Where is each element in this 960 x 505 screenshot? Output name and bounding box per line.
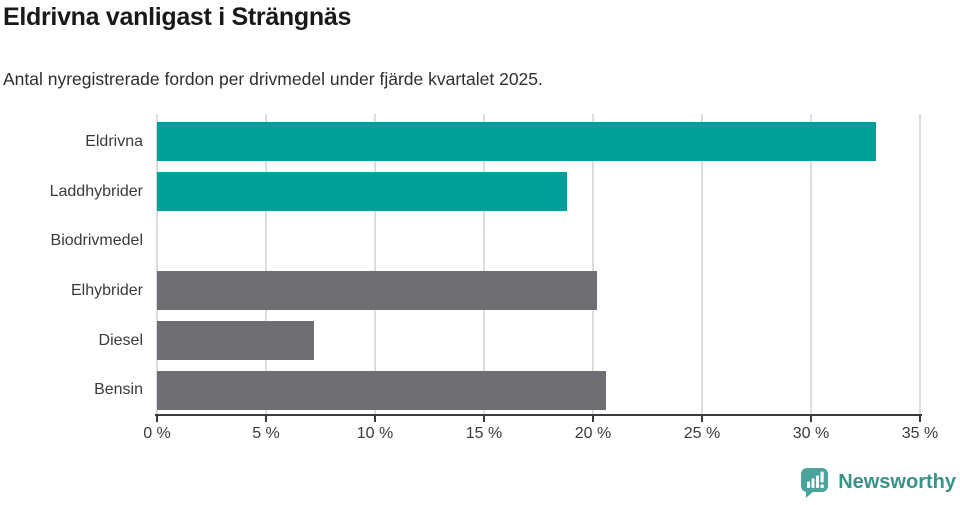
gridline [592, 114, 594, 415]
chart-subtitle: Antal nyregistrerade fordon per drivmede… [3, 69, 543, 89]
x-axis-tick [265, 415, 267, 422]
bar-laddhybrider [157, 172, 567, 211]
bar-row [157, 266, 920, 316]
x-axis-tick-label: 0 % [143, 425, 171, 442]
x-axis-tick [483, 415, 485, 422]
x-axis-tick-label: 30 % [792, 425, 830, 442]
x-axis-tick [156, 415, 158, 422]
gridline [265, 114, 267, 415]
bar-row [157, 316, 920, 366]
newsworthy-logo-icon [798, 466, 831, 499]
chart-title: Eldrivna vanligast i Strängnäs [3, 3, 352, 31]
gridline [483, 114, 485, 415]
category-label-eldrivna: Eldrivna [85, 132, 143, 150]
category-label-diesel: Diesel [98, 331, 143, 349]
gridline [810, 114, 812, 415]
bar-rows [157, 117, 920, 415]
bar-diesel [157, 321, 314, 361]
plot-area [156, 114, 921, 415]
x-axis-tick [810, 415, 812, 422]
x-axis-tick [919, 415, 921, 422]
category-label-elhybrider: Elhybrider [70, 281, 143, 299]
x-axis-tick [701, 415, 703, 422]
bar-row [157, 117, 920, 167]
gridline [919, 114, 921, 415]
brand-wordmark: Newsworthy [838, 471, 956, 493]
gridline [374, 114, 376, 415]
x-axis-tick-label: 35 % [901, 425, 939, 442]
x-axis-tick-label: 15 % [465, 425, 503, 442]
x-axis-tick-label: 25 % [683, 425, 721, 442]
category-label-biodrivmedel: Biodrivmedel [50, 232, 143, 250]
y-axis-category-labels: Eldrivna Laddhybrider Biodrivmedel Elhybrid… [0, 117, 143, 415]
x-axis-tick [374, 415, 376, 422]
bar-bensin [157, 370, 607, 410]
bar-eldrivna [157, 122, 877, 162]
bar-row [157, 365, 920, 415]
category-label-bensin: Bensin [94, 381, 143, 399]
x-axis-tick-label: 20 % [574, 425, 612, 442]
x-axis-line [155, 414, 922, 416]
category-label-laddhybrider: Laddhybrider [49, 182, 143, 200]
bar-row [157, 167, 920, 217]
gridline [701, 114, 703, 415]
bar-elhybrider [157, 271, 598, 311]
x-axis-tick-label: 5 % [252, 425, 280, 442]
brand-footer: Newsworthy [798, 466, 956, 499]
gridline [156, 114, 158, 415]
bar-row [157, 216, 920, 266]
x-axis-tick-label: 10 % [356, 425, 394, 442]
x-axis-tick [592, 415, 594, 422]
